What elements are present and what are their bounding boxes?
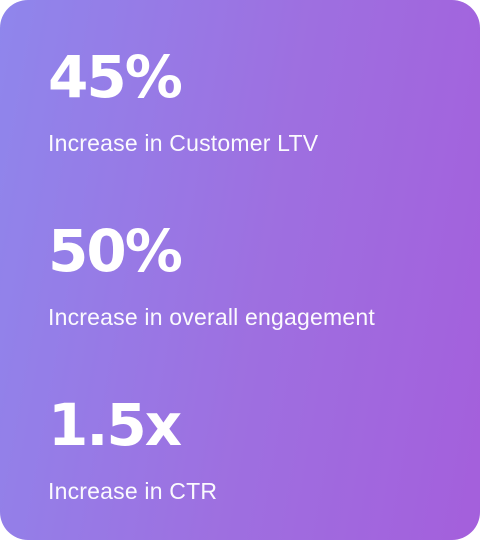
stat-value: 50% — [48, 217, 183, 285]
stat-label: Increase in CTR — [48, 478, 218, 504]
stat-ltv: 45% Increase in Customer LTV — [48, 43, 460, 155]
stat-value: 1.5x — [48, 391, 182, 459]
stat-label: Increase in overall engagement — [48, 304, 375, 330]
stat-label: Increase in Customer LTV — [48, 130, 319, 156]
stat-ctr: 1.5x Increase in CTR — [48, 391, 460, 503]
stat-value: 45% — [48, 43, 183, 111]
stat-engagement: 50% Increase in overall engagement — [48, 217, 460, 329]
